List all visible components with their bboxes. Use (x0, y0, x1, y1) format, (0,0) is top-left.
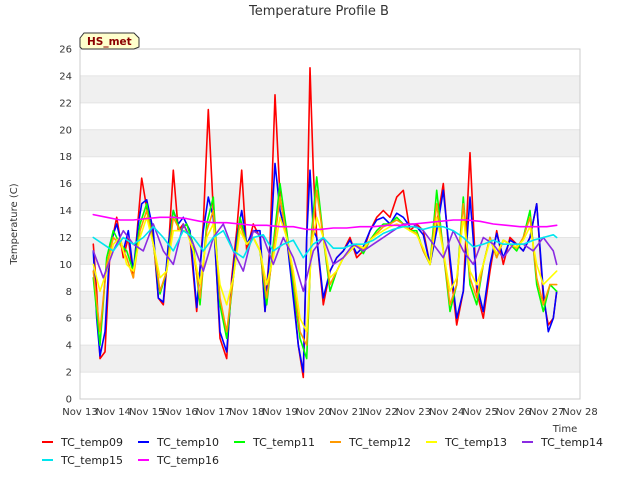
x-tick-label: Nov 28 (562, 407, 597, 418)
grid-band (80, 345, 580, 373)
legend-label: TC_temp13 (444, 436, 507, 449)
y-tick-label: 26 (59, 45, 72, 56)
y-tick-label: 20 (59, 125, 72, 136)
y-tick-label: 14 (59, 206, 72, 217)
y-tick-label: 22 (59, 98, 72, 109)
grid-band (80, 75, 580, 103)
legend-item-tc-temp14: TC_temp14 (522, 436, 603, 449)
x-axis-label: Time (552, 424, 577, 435)
grid-bands (80, 48, 580, 400)
legend-label: TC_temp15 (60, 454, 123, 467)
x-tick-label: Nov 25 (462, 407, 497, 418)
legend-label: TC_temp09 (60, 436, 123, 449)
legend: TC_temp09 TC_temp10 TC_temp11 TC_temp12 TC_t… (42, 436, 603, 467)
y-tick-label: 18 (59, 152, 72, 163)
series-line-tc-temp14 (92, 223, 558, 293)
grid-band (80, 129, 580, 157)
series-line-tc-temp16 (92, 213, 558, 231)
x-tick-label: Nov 19 (262, 407, 297, 418)
legend-label: TC_temp16 (156, 454, 219, 467)
legend-label: TC_temp14 (540, 436, 603, 449)
y-tick-label: 10 (59, 260, 72, 271)
legend-label: TC_temp12 (348, 436, 411, 449)
x-tick-label: Nov 17 (196, 407, 231, 418)
plot-frame (79, 48, 581, 400)
grid-band (80, 183, 580, 211)
x-tick-label: Nov 24 (429, 407, 464, 418)
x-tick-label: Nov 13 (62, 407, 97, 418)
grid-band (80, 291, 580, 319)
legend-item-tc-temp10: TC_temp10 (138, 436, 219, 449)
legend-item-tc-temp13: TC_temp13 (426, 436, 507, 449)
y-axis-label: Temperature (C) (9, 183, 20, 265)
legend-item-tc-temp12: TC_temp12 (330, 436, 411, 449)
x-tick-label: Nov 23 (396, 407, 431, 418)
x-tick-label: Nov 27 (529, 407, 564, 418)
series-layer (92, 67, 558, 379)
series-line-tc-temp10 (92, 162, 558, 373)
x-tick-label: Nov 14 (96, 407, 131, 418)
x-tick-label: Nov 20 (296, 407, 331, 418)
legend-item-tc-temp15: TC_temp15 (42, 454, 123, 467)
y-tick-label: 4 (66, 341, 72, 352)
legend-item-tc-temp09: TC_temp09 (42, 436, 123, 449)
y-tick-label: 0 (66, 395, 72, 406)
y-tick-label: 12 (59, 233, 72, 244)
chart-title: Temperature Profile B (248, 4, 389, 19)
x-tick-label: Nov 15 (129, 407, 164, 418)
y-tick-label: 16 (59, 179, 72, 190)
legend-label: TC_temp10 (156, 436, 219, 449)
x-tick-label: Nov 21 (329, 407, 364, 418)
y-tick-label: 24 (59, 71, 72, 82)
y-tick-label: 2 (66, 368, 72, 379)
legend-item-tc-temp16: TC_temp16 (138, 454, 219, 467)
series-line-tc-temp15 (92, 225, 558, 259)
x-tick-label: Nov 26 (496, 407, 531, 418)
legend-label: TC_temp11 (252, 436, 315, 449)
x-tick-label: Nov 22 (362, 407, 397, 418)
y-tick-label: 6 (66, 314, 72, 325)
hs-met-badge-text: HS_met (87, 36, 132, 48)
x-tick-label: Nov 18 (229, 407, 264, 418)
legend-item-tc-temp11: TC_temp11 (234, 436, 315, 449)
hs-met-badge-box (79, 32, 140, 50)
x-tick-label: Nov 16 (162, 407, 197, 418)
hs-met-badge: HS_met (79, 32, 140, 50)
y-tick-label: 8 (66, 287, 72, 298)
series-line-tc-temp12 (92, 189, 558, 347)
